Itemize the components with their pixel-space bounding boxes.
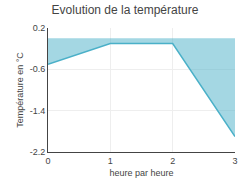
- svg-text:3: 3: [232, 156, 237, 166]
- svg-text:-1.4: -1.4: [30, 106, 46, 116]
- svg-text:1: 1: [108, 156, 113, 166]
- svg-text:0: 0: [45, 156, 50, 166]
- svg-text:heure par heure: heure par heure: [109, 168, 173, 178]
- svg-text:Température en °C: Température en °C: [15, 52, 25, 128]
- svg-text:2: 2: [170, 156, 175, 166]
- svg-text:Evolution de la température: Evolution de la température: [52, 3, 199, 17]
- svg-text:0.2: 0.2: [33, 23, 46, 33]
- svg-text:-2.2: -2.2: [30, 147, 46, 157]
- svg-text:-0.6: -0.6: [30, 64, 46, 74]
